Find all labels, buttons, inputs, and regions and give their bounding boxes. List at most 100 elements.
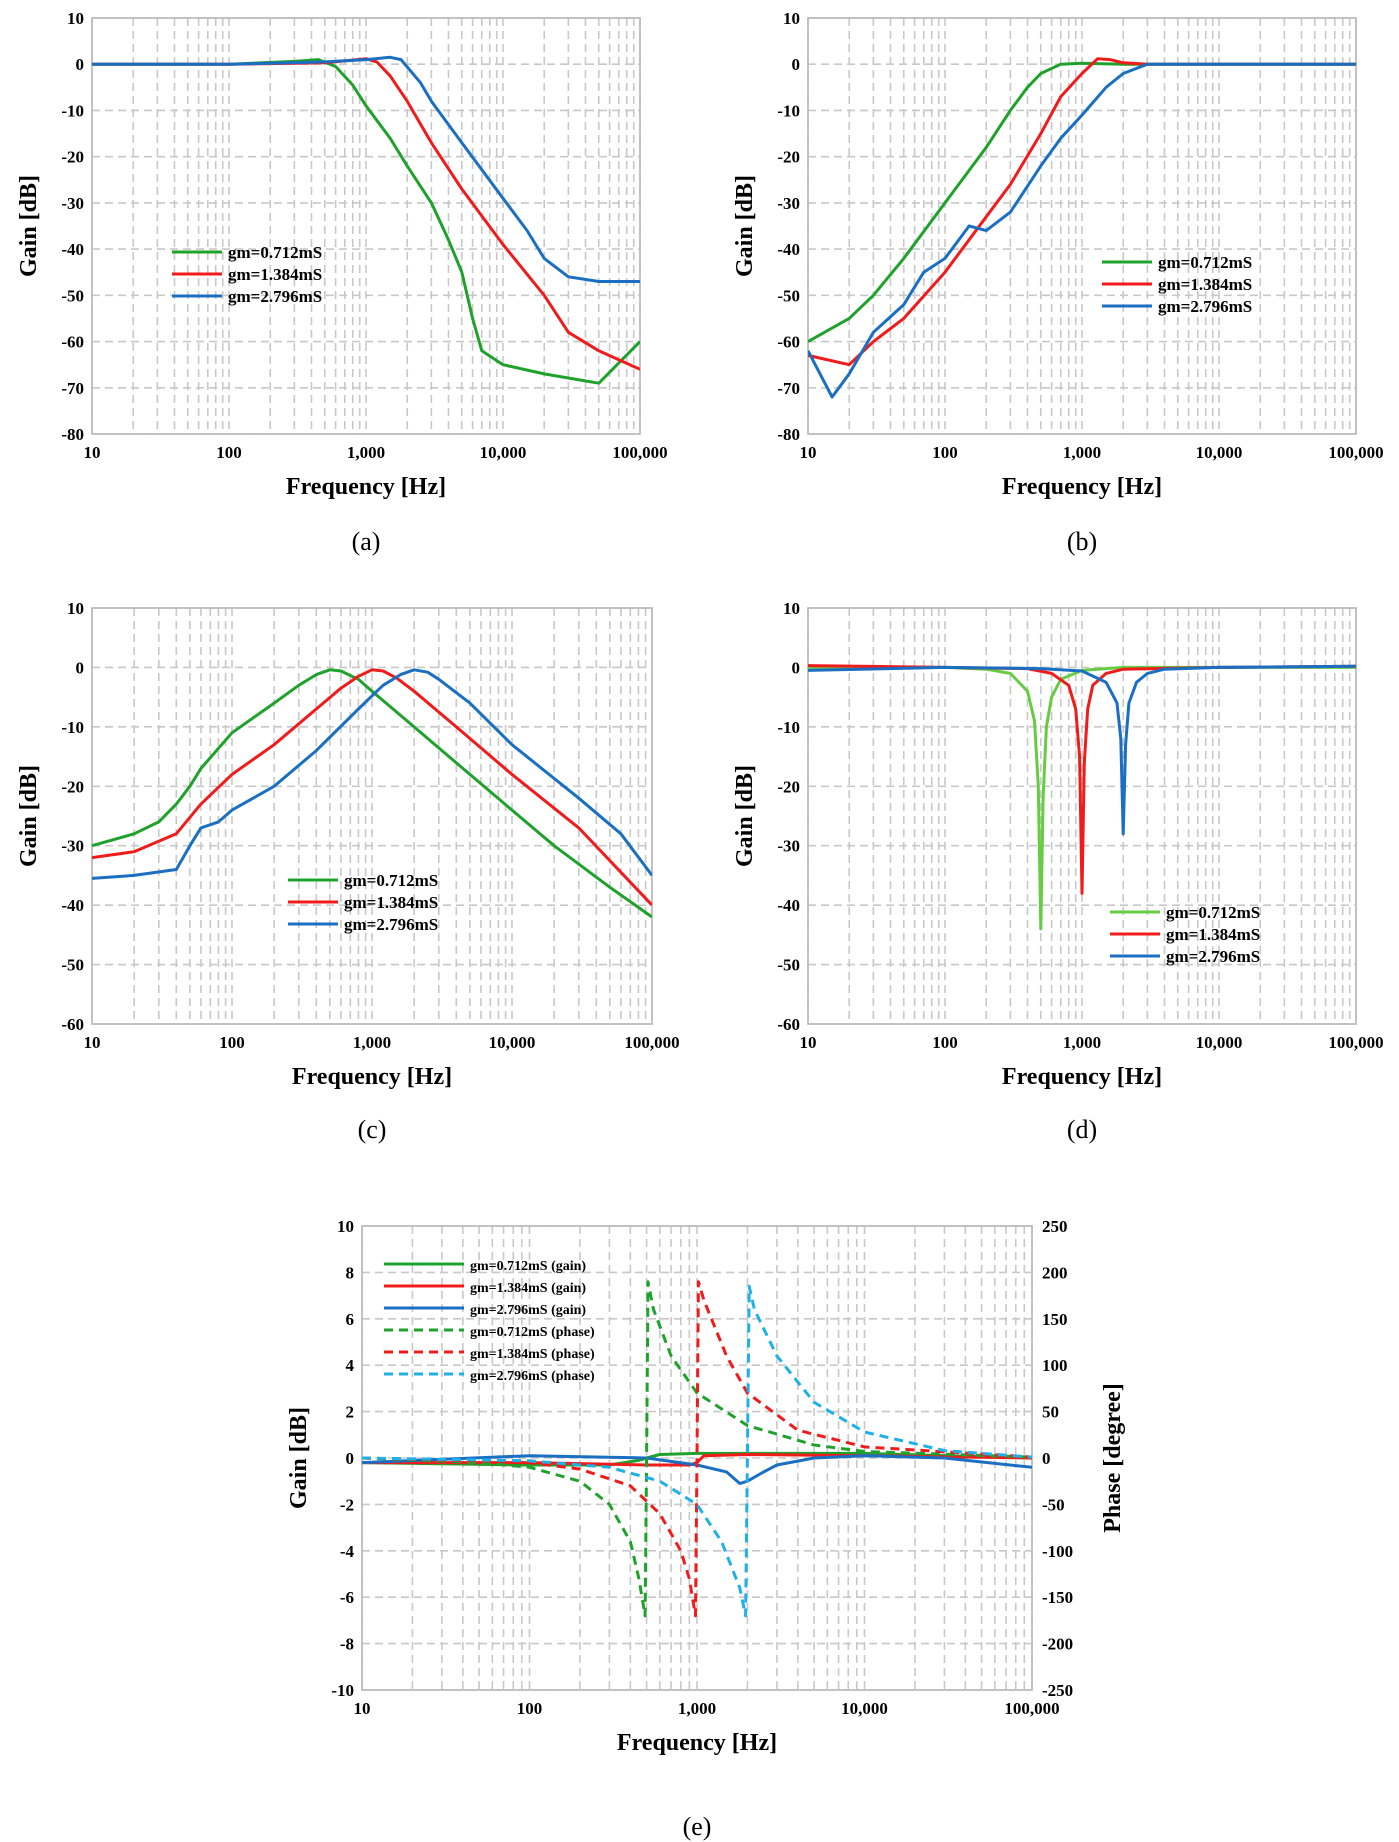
legend-entry: gm=1.384mS <box>1166 925 1260 944</box>
y-tick-label: -10 <box>61 101 84 120</box>
y-tick-label: -40 <box>61 896 84 915</box>
series-line-gm-2-796ms <box>808 62 1356 399</box>
x-tick-label: 100,000 <box>624 1033 679 1052</box>
y-tick-label: -2 <box>340 1495 354 1514</box>
plot-frame <box>91 607 653 1025</box>
x-tick-label: 10,000 <box>841 1699 888 1718</box>
y-tick-label: -50 <box>61 286 84 305</box>
y-tick-label: -50 <box>61 956 84 975</box>
y-axis-title: Gain [dB] <box>732 765 758 867</box>
legend-entry: gm=1.384mS <box>1158 275 1252 294</box>
series-line-gm-0-712ms <box>808 665 1356 931</box>
plot-frame <box>807 17 1357 435</box>
chart-e: 10 8 6 4 2 0 -2 -4 -6 -8 -10 250 200 150 100 50 0 -50 -100… <box>286 1217 1126 1841</box>
y-tick-label: -70 <box>777 379 800 398</box>
panel-label: (b) <box>1067 527 1097 556</box>
x-tick-label: 100,000 <box>1328 1033 1383 1052</box>
y2-tick-label: 200 <box>1042 1263 1068 1282</box>
legend-entry: gm=2.796mS (phase) <box>470 1369 595 1384</box>
y2-tick-label: 50 <box>1042 1403 1059 1422</box>
x-tick-label: 10,000 <box>1196 1033 1243 1052</box>
x-tick-label: 1,000 <box>678 1699 716 1718</box>
y-tick-label: -30 <box>777 194 800 213</box>
y-tick-label: -60 <box>61 333 84 352</box>
series-line-gm-2-796ms <box>92 55 640 283</box>
x-tick-label: 10 <box>84 1033 101 1052</box>
y-tick-label: -10 <box>777 101 800 120</box>
y-tick-label: -20 <box>777 777 800 796</box>
series-line-gm-0-712ms <box>92 58 640 385</box>
y-tick-label: 10 <box>783 599 800 618</box>
y-tick-label: -20 <box>777 148 800 167</box>
y-tick-label: -4 <box>340 1542 355 1561</box>
legend-entry: gm=1.384mS <box>228 265 322 284</box>
y-tick-label: -30 <box>61 194 84 213</box>
x-axis-title: Frequency [Hz] <box>286 474 446 500</box>
x-axis-title: Frequency [Hz] <box>292 1064 452 1090</box>
x-axis-title: Frequency [Hz] <box>1002 1064 1162 1090</box>
series-line-gm-1-384ms <box>808 664 1356 895</box>
x-tick-label: 100,000 <box>612 443 667 462</box>
panel-label: (a) <box>352 527 381 556</box>
series-line-gm-0-712ms <box>808 61 1356 343</box>
series-line-gm-1-384ms-phase- <box>362 1280 1032 1618</box>
legend-entry: gm=2.796mS <box>228 287 322 306</box>
legend-entry: gm=0.712mS <box>1158 253 1252 272</box>
x-tick-label: 1,000 <box>347 443 385 462</box>
y-tick-label: 10 <box>67 9 84 28</box>
x-tick-label: 10 <box>354 1699 371 1718</box>
x-tick-label: 100 <box>932 443 958 462</box>
legend-entry: gm=2.796mS <box>1158 297 1252 316</box>
plot-frame <box>807 607 1357 1025</box>
x-tick-label: 10 <box>800 443 817 462</box>
y-tick-label: -50 <box>777 956 800 975</box>
y2-tick-label: 250 <box>1042 1217 1068 1236</box>
x-tick-label: 10 <box>84 443 101 462</box>
y-tick-label: -30 <box>61 837 84 856</box>
legend-entry: gm=2.796mS <box>1166 947 1260 966</box>
legend: gm=0.712mS (gain) gm=1.384mS (gain) gm=2.7… <box>384 1259 595 1384</box>
y2-tick-label: -50 <box>1042 1495 1065 1514</box>
legend-entry: gm=1.384mS (gain) <box>470 1281 586 1296</box>
x-tick-label: 100 <box>216 443 242 462</box>
panel-label: (e) <box>683 1812 712 1841</box>
y-axis-title: Gain [dB] <box>732 175 758 277</box>
y2-tick-label: -250 <box>1042 1681 1073 1700</box>
y-axis-title: Gain [dB] <box>16 765 42 867</box>
y-tick-label: 10 <box>337 1217 354 1236</box>
y-tick-label: 8 <box>346 1263 355 1282</box>
x-axis-title: Frequency [Hz] <box>1002 474 1162 500</box>
legend-entry: gm=1.384mS <box>344 893 438 912</box>
x-tick-label: 100,000 <box>1328 443 1383 462</box>
series-line-gm-2-796ms-phase- <box>362 1284 1032 1618</box>
y-tick-label: -40 <box>777 896 800 915</box>
y-tick-label: -40 <box>61 240 84 259</box>
y2-tick-label: 100 <box>1042 1356 1068 1375</box>
y-tick-label: 0 <box>76 658 85 677</box>
series-line-gm-0-712ms <box>92 668 652 919</box>
legend: gm=0.712mS gm=1.384mS gm=2.796mS <box>1102 253 1252 316</box>
plot-frame <box>91 17 641 435</box>
y2-tick-label: 150 <box>1042 1310 1068 1329</box>
legend: gm=0.712mS gm=1.384mS gm=2.796mS <box>172 243 322 306</box>
y-tick-label: -30 <box>777 837 800 856</box>
y-tick-label: -20 <box>61 148 84 167</box>
y-tick-label: -10 <box>61 718 84 737</box>
y-tick-label: 0 <box>76 55 85 74</box>
x-tick-label: 1,000 <box>353 1033 391 1052</box>
y-tick-label: -40 <box>777 240 800 259</box>
legend-entry: gm=0.712mS (phase) <box>470 1325 595 1340</box>
y2-tick-label: -200 <box>1042 1635 1073 1654</box>
x-tick-label: 1,000 <box>1063 443 1101 462</box>
x-tick-label: 100 <box>932 1033 958 1052</box>
series-line-gm-1-384ms <box>808 57 1356 367</box>
y-axis-title: Gain [dB] <box>16 175 42 277</box>
x-tick-label: 100,000 <box>1004 1699 1059 1718</box>
y-tick-label: 10 <box>783 9 800 28</box>
x-tick-label: 10,000 <box>480 443 527 462</box>
